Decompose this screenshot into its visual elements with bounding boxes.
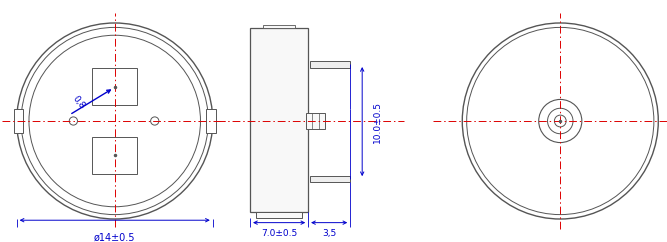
Bar xyxy=(306,113,325,129)
Bar xyxy=(310,61,350,68)
Bar xyxy=(263,25,295,28)
Bar xyxy=(92,137,137,174)
Bar xyxy=(310,176,350,182)
Bar xyxy=(256,212,302,218)
Text: ø14±0.5: ø14±0.5 xyxy=(94,232,135,242)
Bar xyxy=(206,109,216,133)
Text: 3,5: 3,5 xyxy=(322,229,336,238)
Bar xyxy=(13,109,23,133)
Text: 7.0±0.5: 7.0±0.5 xyxy=(261,229,297,238)
Text: 0,8: 0,8 xyxy=(70,94,86,111)
Bar xyxy=(92,68,137,105)
Bar xyxy=(250,28,308,212)
Text: 10.0±0.5: 10.0±0.5 xyxy=(373,101,382,143)
